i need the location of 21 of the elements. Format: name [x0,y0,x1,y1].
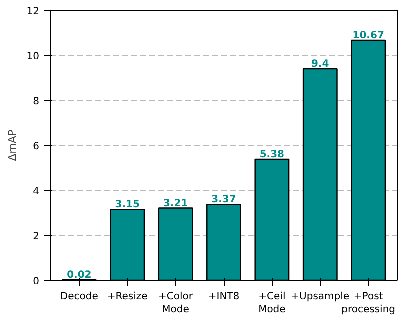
x-tick-label: +Upsample [291,292,350,302]
y-tick-label: 4 [33,186,40,198]
y-tick-label: 2 [33,232,40,242]
data-label: 3.37 [212,194,236,206]
data-label: 0.02 [67,270,92,282]
x-tick-label: +Color Mode [158,292,194,316]
y-axis-title: ΔmAP [6,129,19,162]
data-label: 3.21 [163,198,188,210]
data-label: 10.67 [352,30,384,42]
data-label: 5.38 [260,149,285,160]
y-tick-label: 6 [33,142,40,152]
data-label: 3.15 [115,200,140,211]
x-tick-label: Decode [60,292,98,302]
data-label: 9.4 [312,59,330,70]
y-tick-label: 0 [33,276,40,288]
y-tick-label: 8 [33,96,40,108]
x-tick-label: +Ceil Mode [258,292,286,316]
y-tick-label: 12 [26,6,40,18]
y-tick-label: 10 [26,52,40,62]
x-tick-label: +Resize [107,292,148,302]
x-tick-label: +INT8 [208,292,240,302]
